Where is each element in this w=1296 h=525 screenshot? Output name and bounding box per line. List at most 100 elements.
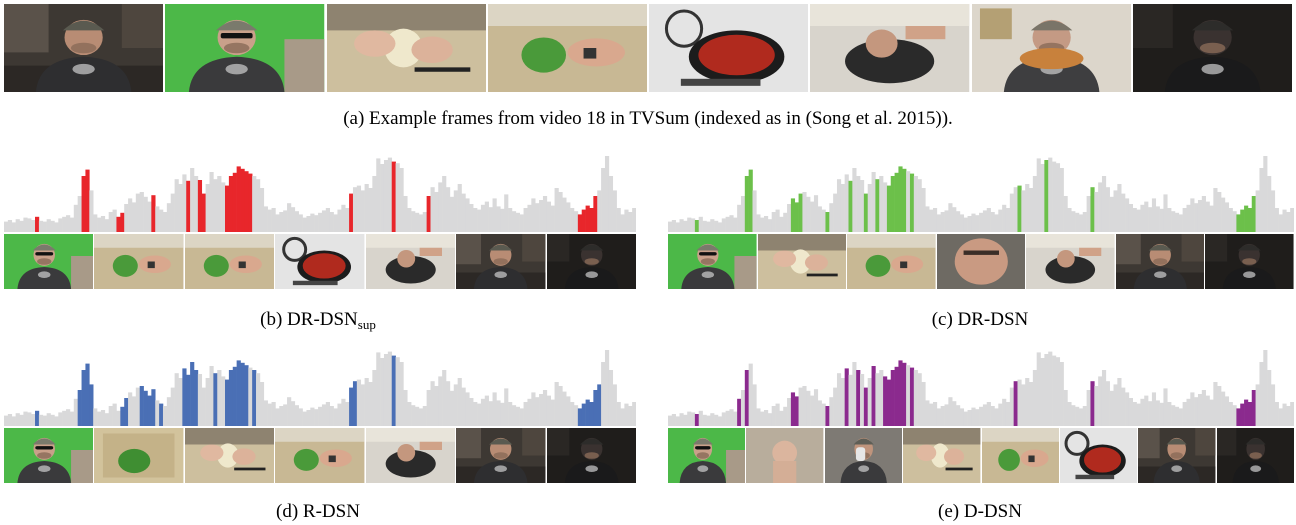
score-bar <box>15 219 20 232</box>
score-bar <box>38 414 44 426</box>
score-bar <box>66 409 71 426</box>
score-bar <box>573 405 579 426</box>
selected-score-bar <box>143 390 148 426</box>
score-bar <box>364 184 369 232</box>
score-bar <box>1078 408 1084 426</box>
score-bar <box>1186 204 1191 232</box>
score-bar <box>248 367 253 426</box>
score-bar <box>913 370 918 426</box>
selected-score-bar <box>585 399 590 426</box>
score-bar <box>1224 202 1230 232</box>
score-bar <box>952 207 957 232</box>
score-bar <box>197 374 203 426</box>
score-bar <box>979 406 984 426</box>
score-bar <box>1032 370 1037 426</box>
score-bar <box>128 198 133 232</box>
score-bar <box>23 217 28 232</box>
score-bar <box>810 201 815 232</box>
score-bar <box>879 370 884 426</box>
score-bar <box>921 382 926 426</box>
score-bar <box>411 211 416 232</box>
score-bar <box>271 402 276 426</box>
score-bar <box>1029 382 1034 426</box>
score-bar <box>725 216 730 232</box>
score-bar <box>523 402 528 426</box>
score-bar <box>407 208 412 232</box>
score-bar <box>1194 397 1199 426</box>
score-bar <box>1232 405 1237 426</box>
score-bar <box>1109 196 1114 232</box>
score-bar <box>1109 390 1114 426</box>
score-bar <box>1278 214 1283 232</box>
score-bar <box>1052 161 1057 232</box>
score-bar <box>1113 384 1118 426</box>
score-bar <box>1052 355 1057 426</box>
score-bar <box>1217 386 1222 426</box>
score-bar <box>112 403 117 426</box>
score-bar <box>341 204 346 232</box>
score-bar <box>1105 187 1110 232</box>
score-bar <box>314 215 319 232</box>
example-frame-hands-peeling-onion <box>326 4 486 92</box>
score-bar <box>829 203 834 232</box>
score-bar <box>717 222 723 232</box>
score-bar <box>1255 190 1260 232</box>
score-bar <box>54 416 59 426</box>
score-bar <box>205 378 210 426</box>
selected-score-bar <box>844 368 849 426</box>
score-bar <box>143 196 148 232</box>
score-bar <box>852 362 857 426</box>
score-bar <box>217 370 222 426</box>
selected-score-bar <box>581 209 586 232</box>
selected-score-bar <box>577 214 583 232</box>
score-bar <box>484 201 489 232</box>
score-bar <box>1224 396 1230 426</box>
score-bar <box>15 413 20 426</box>
score-bar <box>182 174 187 232</box>
score-bar <box>531 392 536 426</box>
score-bar <box>11 416 16 426</box>
example-frame-man-dark-fade <box>1132 4 1292 92</box>
score-bar <box>963 217 968 232</box>
selected-score-bar <box>1017 185 1022 232</box>
selected-score-bar <box>391 355 396 426</box>
score-bar <box>1155 400 1160 426</box>
selected-score-bar <box>225 379 230 426</box>
example-frame-man-kitchen-dark <box>4 4 164 92</box>
score-bar <box>821 403 826 426</box>
score-bar <box>550 399 555 426</box>
score-bar <box>721 412 726 426</box>
keyframe-hands-cutting-pepper <box>94 234 184 289</box>
score-bar <box>1267 176 1272 232</box>
selected-score-bar <box>886 379 892 426</box>
selected-score-bar <box>585 205 590 232</box>
score-bar <box>982 210 988 232</box>
score-bar <box>104 219 109 232</box>
score-bar <box>932 402 938 426</box>
selected-score-bar <box>894 366 899 426</box>
score-bar <box>787 398 792 426</box>
score-bar <box>298 408 303 426</box>
score-bar <box>1259 168 1264 232</box>
score-bar <box>46 413 51 426</box>
score-bar <box>1263 156 1268 232</box>
score-bar <box>411 405 416 426</box>
score-bar <box>527 398 532 426</box>
score-bar <box>740 390 746 426</box>
score-bar <box>679 413 684 426</box>
score-bar <box>1182 402 1187 426</box>
score-bar <box>1021 384 1026 426</box>
score-bar <box>302 217 307 232</box>
selected-score-bar <box>120 406 125 426</box>
score-bar <box>616 402 621 426</box>
score-bar <box>566 202 571 232</box>
selected-score-bar <box>193 370 199 426</box>
score-bar <box>691 218 696 232</box>
caption-e: (e) D-DSN <box>938 501 1022 522</box>
score-bar <box>558 386 563 426</box>
score-bar <box>430 187 435 232</box>
score-bar <box>1140 204 1145 232</box>
score-bar <box>975 215 980 232</box>
keyframe-hands-cutting-pepper <box>981 428 1059 483</box>
score-bar <box>306 216 311 232</box>
